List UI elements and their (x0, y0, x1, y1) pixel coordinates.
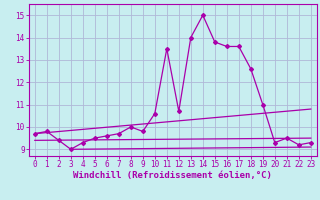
X-axis label: Windchill (Refroidissement éolien,°C): Windchill (Refroidissement éolien,°C) (73, 171, 272, 180)
